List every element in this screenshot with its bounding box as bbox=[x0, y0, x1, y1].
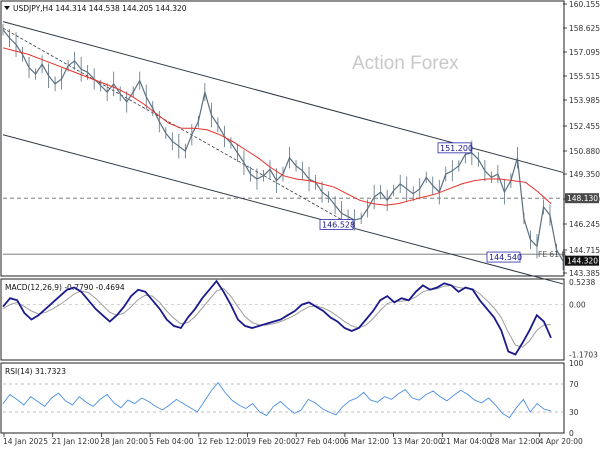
x-tick-label: 5 Feb 04:00 bbox=[149, 437, 194, 446]
x-tick-label: 19 Feb 20:00 bbox=[247, 437, 296, 446]
price-plot: 151.200 146.528 144.540 FE 61.8 bbox=[2, 21, 566, 285]
fe-label: FE 61.8 bbox=[538, 250, 566, 259]
macd-y-tick-label: 0.00 bbox=[569, 301, 586, 310]
x-tick-label: 14 Jan 2025 bbox=[3, 437, 48, 446]
axes: 160.155 158.625 157.095 155.515 153.985 152.4… bbox=[3, 0, 600, 446]
x-tick-label: 28 Mar 12:00 bbox=[490, 437, 540, 446]
price-y-tick-label: 152.455 bbox=[569, 122, 600, 131]
annotation-label: 151.200 bbox=[440, 144, 473, 153]
price-y-tick-label: 157.095 bbox=[569, 48, 600, 57]
annotation-box bbox=[437, 142, 472, 154]
dropdown-triangle-icon bbox=[4, 6, 10, 10]
x-tick-label: 4 Apr 20:00 bbox=[539, 437, 583, 446]
annotation-box bbox=[319, 219, 354, 230]
price-series-line bbox=[2, 29, 564, 262]
macd-y-tick-label: -1.1703 bbox=[569, 350, 598, 359]
rsi-plot bbox=[2, 381, 563, 419]
x-tick-label: 13 Mar 20:00 bbox=[393, 437, 443, 446]
x-tick-label: 6 Mar 12:00 bbox=[344, 437, 390, 446]
level-price-tag-bg bbox=[565, 193, 599, 204]
price-y-tick-label: 153.985 bbox=[569, 96, 600, 105]
rsi-y-tick-label: 30 bbox=[569, 408, 579, 417]
price-y-tick-label: 160.155 bbox=[569, 0, 600, 9]
macd-panel-title: MACD(12,26,9) -0.7790 -0.4694 bbox=[5, 283, 125, 292]
annotation-label: 146.528 bbox=[322, 220, 355, 229]
trendline-dashed bbox=[2, 27, 352, 226]
price-y-tick-label: 143.385 bbox=[569, 269, 600, 278]
rsi-panel-frame bbox=[0, 362, 565, 434]
channel-lower-line bbox=[2, 134, 564, 285]
x-tick-label: 28 Jan 20:00 bbox=[100, 437, 148, 446]
annotation-box bbox=[486, 251, 521, 263]
x-tick-label: 12 Feb 12:00 bbox=[198, 437, 247, 446]
price-y-tick-label: 144.715 bbox=[569, 246, 600, 255]
moving-average-line bbox=[2, 47, 552, 206]
macd-panel-frame bbox=[0, 278, 565, 361]
price-y-tick-label: 158.625 bbox=[569, 24, 600, 33]
x-tick-label: 27 Feb 04:00 bbox=[295, 437, 344, 446]
macd-line bbox=[2, 279, 552, 356]
rsi-panel-title: RSI(14) 31.7323 bbox=[5, 367, 66, 376]
macd-signal-line bbox=[2, 284, 552, 348]
rsi-y-tick-label: 0 bbox=[569, 429, 574, 438]
rsi-line bbox=[2, 381, 552, 419]
watermark: Action Forex bbox=[352, 53, 459, 74]
symbol-dropdown[interactable] bbox=[4, 6, 10, 10]
rsi-y-tick-label: 100 bbox=[569, 359, 584, 368]
rsi-y-tick-label: 70 bbox=[569, 380, 579, 389]
channel-upper-line bbox=[2, 21, 564, 173]
last-price-tag-bg bbox=[565, 255, 599, 266]
price-panel-title: USDJPY,H4 144.314 144.538 144.205 144.32… bbox=[13, 4, 187, 13]
macd-y-tick-label: 0.5238 bbox=[569, 278, 595, 287]
price-y-tick-label: 150.880 bbox=[569, 147, 600, 156]
annotation-label: 144.540 bbox=[489, 253, 522, 262]
level-price-tag: 148.130 bbox=[567, 194, 598, 203]
macd-plot bbox=[2, 279, 563, 356]
price-y-tick-label: 155.515 bbox=[569, 72, 600, 81]
last-price-tag: 144.320 bbox=[567, 257, 598, 266]
price-y-tick-label: 149.350 bbox=[569, 170, 600, 179]
price-y-tick-label: 146.245 bbox=[569, 220, 600, 229]
x-tick-label: 21 Mar 04:00 bbox=[441, 437, 491, 446]
price-panel-frame bbox=[0, 0, 565, 277]
x-tick-label: 21 Jan 12:00 bbox=[52, 437, 100, 446]
